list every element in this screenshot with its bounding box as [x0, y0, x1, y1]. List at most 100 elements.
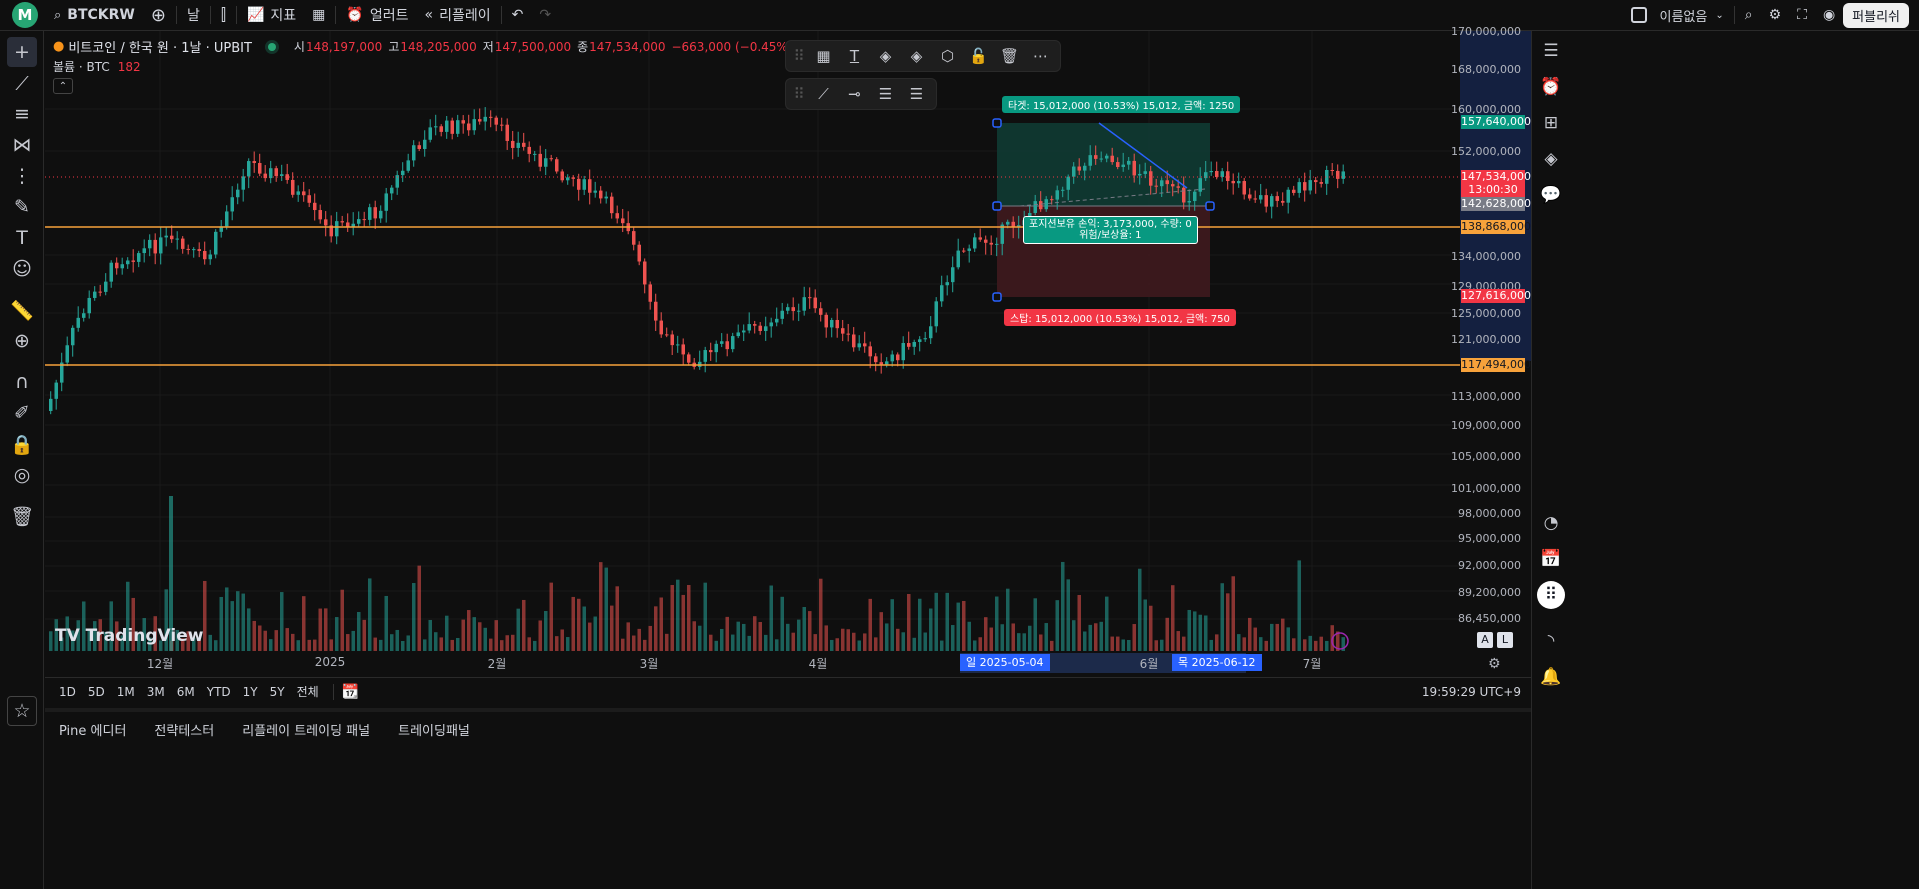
- broadcast-icon[interactable]: ◝: [1547, 631, 1555, 651]
- auto-scale-button[interactable]: A: [1477, 632, 1493, 648]
- candle-body: [973, 237, 977, 249]
- symbol-search[interactable]: ⌕ BTCKRW: [46, 0, 143, 31]
- layout-button[interactable]: 이름없음 ⌄: [1623, 0, 1731, 31]
- volume-label[interactable]: 볼륨 · BTC: [53, 60, 110, 74]
- clock[interactable]: 19:59:29 UTC+9: [1421, 684, 1521, 699]
- trend-line-icon[interactable]: ⟋: [818, 85, 829, 103]
- target-label[interactable]: 타겟: 15,012,000 (10.53%) 15,012, 금액: 1250: [1002, 96, 1241, 113]
- range-1d[interactable]: 1D: [59, 684, 76, 699]
- emoji-tool-icon[interactable]: ☺: [12, 258, 32, 280]
- eye-icon[interactable]: ◎: [13, 464, 31, 486]
- fib-tool-icon[interactable]: ≡: [14, 103, 30, 125]
- indicators-button[interactable]: 📈 지표: [239, 0, 304, 31]
- interval-button[interactable]: 날: [186, 8, 200, 24]
- range-5d[interactable]: 5D: [87, 684, 105, 699]
- undo-button[interactable]: ↶: [504, 0, 532, 31]
- goto-date-icon[interactable]: 📆: [341, 683, 360, 700]
- candle-body: [835, 319, 839, 329]
- tab-pine-editor[interactable]: Pine 에디터: [59, 724, 127, 739]
- trash-icon[interactable]: 🗑: [9, 505, 35, 528]
- text-tool-icon[interactable]: T: [16, 227, 28, 249]
- chat-icon[interactable]: 💬: [1540, 185, 1562, 205]
- delete-icon[interactable]: 🗑: [999, 47, 1020, 65]
- apps-grid-icon[interactable]: ⠿: [1537, 581, 1565, 609]
- calendar-icon[interactable]: 📅: [1540, 549, 1562, 569]
- text-color-icon[interactable]: T: [849, 47, 860, 65]
- quick-search-button[interactable]: ⌕: [1737, 0, 1761, 31]
- stop-label[interactable]: 스탑: 15,012,000 (10.53%) 15,012, 금액: 750: [1004, 309, 1236, 326]
- range-1m[interactable]: 1M: [116, 684, 135, 699]
- horizontal-ray-icon[interactable]: ⊸: [848, 85, 861, 103]
- parallel-channel-icon[interactable]: ☰: [878, 85, 893, 103]
- star-icon[interactable]: ☆: [7, 696, 37, 726]
- alarm-clock-icon[interactable]: ⏰: [1540, 77, 1562, 97]
- volume-bar: [373, 637, 377, 651]
- pattern-tool-icon[interactable]: ⋈: [12, 134, 32, 156]
- bell-icon[interactable]: 🔔: [1540, 667, 1562, 687]
- candle-body: [208, 254, 212, 260]
- list-add-icon[interactable]: ⊞: [1543, 113, 1559, 133]
- lock-drawing-icon[interactable]: ✐: [14, 402, 30, 424]
- drag-handle-icon[interactable]: ⠿: [793, 85, 805, 103]
- settings-button[interactable]: ⚙: [1761, 0, 1790, 31]
- tab-replay-panel[interactable]: 리플레이 트레이딩 패널: [242, 724, 371, 739]
- volume-bar: [1055, 600, 1059, 651]
- tv-watermark: TradingView: [85, 626, 204, 646]
- log-scale-button[interactable]: L: [1497, 632, 1513, 648]
- crosshair-tool-icon[interactable]: +: [7, 37, 37, 67]
- volume-bar: [208, 634, 212, 651]
- position-pl-box[interactable]: 포지션보유 손익: 3,173,000, 수량: 0 위험/보상율: 1: [1023, 216, 1198, 244]
- templates-icon[interactable]: ▦: [816, 47, 831, 65]
- alert-button[interactable]: ⏰ 얼러트: [338, 0, 416, 31]
- zoom-in-icon[interactable]: ⊕: [14, 330, 30, 352]
- chart-area[interactable]: [45, 31, 1531, 674]
- redo-button[interactable]: ↷: [531, 0, 559, 31]
- price-chart[interactable]: [45, 31, 1531, 674]
- line-color-icon[interactable]: ◈: [910, 47, 923, 65]
- fullscreen-button[interactable]: ⛶: [1789, 0, 1815, 31]
- settings-hex-icon[interactable]: ⬡: [940, 47, 955, 65]
- collapse-legend-button[interactable]: ⌃: [53, 78, 73, 94]
- compare-button[interactable]: ⊕: [143, 0, 174, 31]
- templates-button[interactable]: ▦: [304, 0, 333, 31]
- layers-icon[interactable]: ◈: [1544, 149, 1558, 169]
- range-all[interactable]: 전체: [296, 685, 319, 699]
- trend-line-tool-icon[interactable]: ⟋: [15, 73, 29, 95]
- chart-type-button[interactable]: ⫿: [213, 0, 234, 31]
- range-ytd[interactable]: YTD: [206, 684, 231, 699]
- candle-body: [93, 291, 97, 298]
- volume-bar: [1270, 623, 1274, 651]
- tradingview-logo[interactable]: 𝗧𝗩 TradingView: [55, 626, 203, 646]
- range-1y[interactable]: 1Y: [242, 684, 258, 699]
- dashboard-icon[interactable]: ◔: [1543, 513, 1559, 533]
- drag-handle-icon[interactable]: ⠿: [793, 47, 805, 65]
- tab-trading-panel[interactable]: 트레이딩패널: [398, 724, 470, 739]
- more-icon[interactable]: ⋯: [1033, 47, 1048, 65]
- volume-bar: [863, 633, 867, 651]
- tab-strategy-tester[interactable]: 전략테스터: [154, 724, 215, 739]
- candle-body: [269, 168, 273, 179]
- ruler-tool-icon[interactable]: 📏: [10, 299, 34, 322]
- publish-button[interactable]: 퍼블리쉬: [1843, 2, 1909, 28]
- candle-body: [1055, 190, 1059, 200]
- fib-retracement-icon[interactable]: ☰: [909, 85, 924, 103]
- snapshot-button[interactable]: ◉: [1815, 0, 1843, 31]
- watchlist-icon[interactable]: ☰: [1543, 41, 1559, 61]
- replay-button[interactable]: « 리플레이: [416, 0, 498, 31]
- magnet-icon[interactable]: ∩: [15, 371, 29, 393]
- brush-tool-icon[interactable]: ✎: [14, 196, 30, 218]
- forecast-tool-icon[interactable]: ⋮: [12, 165, 32, 187]
- user-avatar[interactable]: M: [12, 2, 38, 28]
- range-6m[interactable]: 6M: [176, 684, 195, 699]
- legend-title[interactable]: 비트코인 / 한국 원 · 1날 · UPBIT: [68, 41, 252, 56]
- time-tick: 6월: [1139, 657, 1159, 671]
- candle-body: [1226, 171, 1230, 181]
- scale-settings-icon[interactable]: ⚙: [1488, 656, 1501, 672]
- unlock-icon[interactable]: 🔓: [969, 47, 988, 65]
- fill-color-icon[interactable]: ◈: [879, 47, 892, 65]
- volume-bar: [841, 628, 845, 651]
- lock-icon[interactable]: 🔒: [10, 433, 34, 456]
- range-3m[interactable]: 3M: [146, 684, 165, 699]
- candle-body: [632, 231, 636, 245]
- range-5y[interactable]: 5Y: [269, 684, 285, 699]
